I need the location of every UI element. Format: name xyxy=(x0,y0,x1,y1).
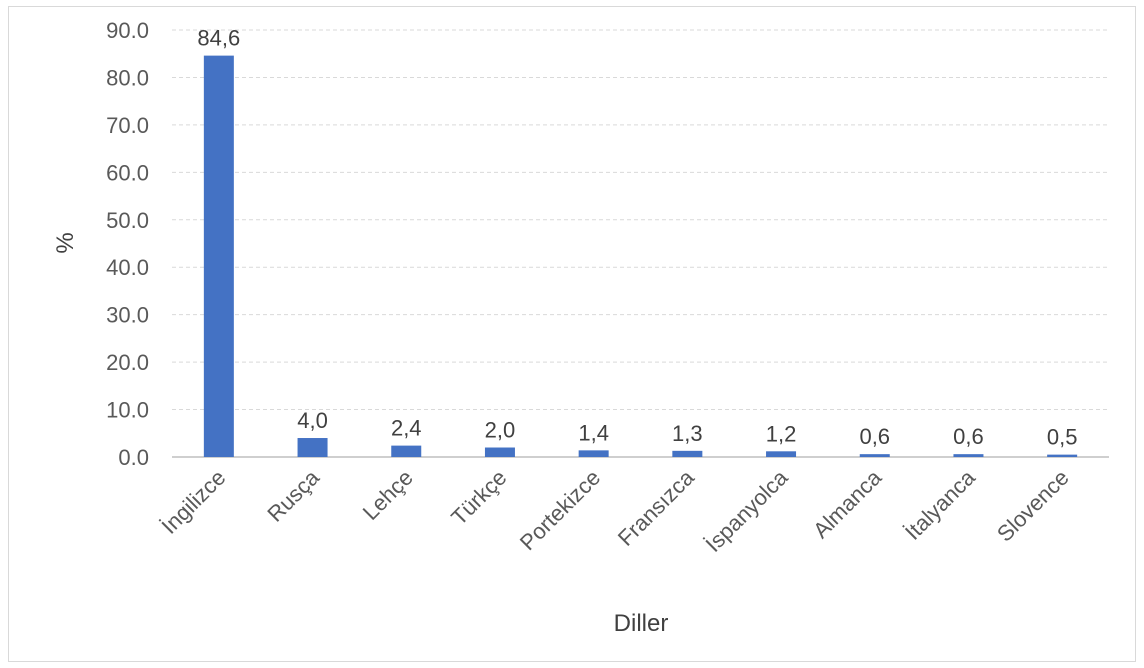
data-label: 2,4 xyxy=(391,416,422,441)
bar xyxy=(484,447,515,457)
x-tick-label: İngilizce xyxy=(157,465,231,539)
y-tick-label: 0.0 xyxy=(118,445,149,470)
y-tick-label: 50.0 xyxy=(106,208,149,233)
y-tick-label: 20.0 xyxy=(106,350,149,375)
x-tick-label: Portekizce xyxy=(515,465,605,555)
bar xyxy=(672,450,703,457)
x-tick-label: Fransızca xyxy=(613,464,700,551)
data-labels: 84,6 4,0 2,4 2,0 1,4 1,3 1,2 0,6 0,6 0,5 xyxy=(197,26,1077,450)
y-tick-label: 60.0 xyxy=(106,160,149,185)
y-tick-label: 80.0 xyxy=(106,65,149,90)
y-axis-title: % xyxy=(52,232,79,253)
bar xyxy=(391,445,422,457)
x-tick-label: Rusça xyxy=(262,464,324,526)
y-tick-label: 10.0 xyxy=(106,398,149,423)
data-label: 4,0 xyxy=(297,408,328,433)
y-axis-ticks: 0.0 10.0 20.0 30.0 40.0 50.0 60.0 70.0 80.0 90.0 xyxy=(106,18,149,470)
bar xyxy=(297,438,328,457)
y-tick-label: 70.0 xyxy=(106,113,149,138)
data-label: 1,3 xyxy=(672,421,703,446)
x-axis-title: Diller xyxy=(614,610,669,637)
data-label: 1,2 xyxy=(766,421,797,446)
gridlines xyxy=(172,29,1109,458)
x-tick-label: Almanca xyxy=(808,464,887,543)
chart-frame: 0.0 10.0 20.0 30.0 40.0 50.0 60.0 70.0 80.0 90.0 … xyxy=(8,6,1136,662)
bar xyxy=(578,450,609,457)
x-tick-label: Slovence xyxy=(992,465,1074,547)
x-tick-label: İspanyolca xyxy=(701,464,794,557)
bars xyxy=(203,55,1078,458)
data-label: 1,4 xyxy=(578,420,609,445)
x-tick-label: Türkçe xyxy=(446,465,511,530)
y-tick-label: 40.0 xyxy=(106,255,149,280)
bar xyxy=(859,454,890,457)
x-axis-ticks: İngilizce Rusça Lehçe Türkçe Portekizce Frans… xyxy=(157,464,1074,557)
bar xyxy=(766,451,797,457)
x-tick-label: İtalyanca xyxy=(900,464,980,544)
x-tick-label: Lehçe xyxy=(358,465,418,525)
bar xyxy=(953,454,984,457)
bar-chart: 0.010.020.030.040.050.060.070.080.090.0 … xyxy=(52,18,1109,637)
bar xyxy=(203,55,234,458)
data-label: 84,6 xyxy=(197,26,240,51)
data-label: 0,5 xyxy=(1047,425,1078,450)
y-tick-label: 90.0 xyxy=(106,18,149,43)
y-tick-label: 30.0 xyxy=(106,303,149,328)
bar xyxy=(1047,454,1078,457)
data-label: 0,6 xyxy=(953,424,984,449)
data-label: 2,0 xyxy=(485,418,516,443)
data-label: 0,6 xyxy=(859,424,890,449)
